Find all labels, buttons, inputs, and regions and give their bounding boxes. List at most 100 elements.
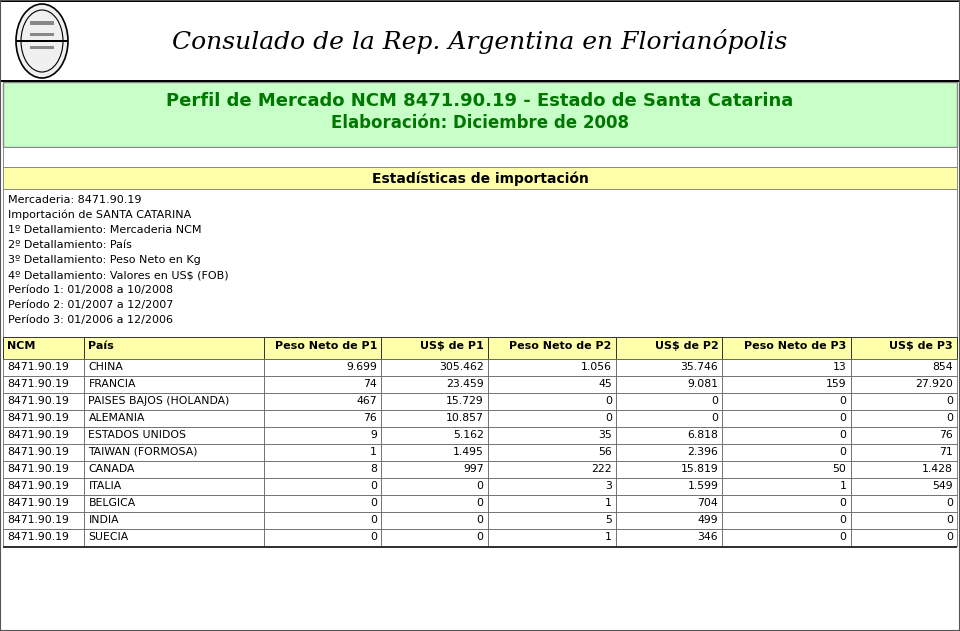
Text: 0: 0 xyxy=(371,515,377,525)
Bar xyxy=(615,393,722,410)
Bar xyxy=(3,393,84,410)
Text: 8: 8 xyxy=(371,464,377,474)
Bar xyxy=(488,529,615,546)
Bar xyxy=(381,461,488,478)
Bar xyxy=(381,376,488,393)
Text: 8471.90.19: 8471.90.19 xyxy=(7,430,69,440)
Bar xyxy=(615,427,722,444)
Bar xyxy=(722,478,851,495)
Text: 5.162: 5.162 xyxy=(453,430,484,440)
Bar xyxy=(851,359,957,376)
Text: 45: 45 xyxy=(598,379,612,389)
Bar xyxy=(84,410,264,427)
Text: 346: 346 xyxy=(698,532,718,542)
Bar xyxy=(722,337,851,359)
Text: 1º Detallamiento: Mercaderia NCM: 1º Detallamiento: Mercaderia NCM xyxy=(8,225,202,235)
Bar xyxy=(488,359,615,376)
Text: Elaboración: Diciembre de 2008: Elaboración: Diciembre de 2008 xyxy=(331,114,629,132)
Text: 0: 0 xyxy=(839,430,847,440)
Bar xyxy=(3,147,957,167)
Bar xyxy=(30,46,54,49)
Text: INDIA: INDIA xyxy=(88,515,119,525)
Bar xyxy=(488,512,615,529)
Text: US$ de P1: US$ de P1 xyxy=(420,341,484,351)
Bar xyxy=(615,478,722,495)
Bar xyxy=(264,359,381,376)
Text: 0: 0 xyxy=(711,396,718,406)
Text: Período 2: 01/2007 a 12/2007: Período 2: 01/2007 a 12/2007 xyxy=(8,300,174,310)
Text: 10.857: 10.857 xyxy=(445,413,484,423)
Bar xyxy=(381,410,488,427)
Bar xyxy=(488,376,615,393)
Bar xyxy=(381,495,488,512)
Bar xyxy=(381,337,488,359)
Bar xyxy=(3,167,957,189)
Bar xyxy=(3,427,84,444)
Bar xyxy=(851,512,957,529)
Bar xyxy=(3,461,84,478)
Bar xyxy=(3,82,957,147)
Text: 0: 0 xyxy=(476,498,484,508)
Text: Perfil de Mercado NCM 8471.90.19 - Estado de Santa Catarina: Perfil de Mercado NCM 8471.90.19 - Estad… xyxy=(166,92,794,110)
Bar xyxy=(3,376,84,393)
Bar xyxy=(488,461,615,478)
Text: 74: 74 xyxy=(364,379,377,389)
Text: 1.056: 1.056 xyxy=(581,362,612,372)
Text: 9.699: 9.699 xyxy=(347,362,377,372)
Bar xyxy=(851,427,957,444)
Text: 0: 0 xyxy=(839,532,847,542)
Text: 35: 35 xyxy=(598,430,612,440)
Bar xyxy=(381,427,488,444)
Text: 0: 0 xyxy=(946,396,953,406)
Text: ITALIA: ITALIA xyxy=(88,481,122,491)
Bar xyxy=(488,337,615,359)
Bar xyxy=(84,427,264,444)
Bar xyxy=(264,461,381,478)
Text: 8471.90.19: 8471.90.19 xyxy=(7,413,69,423)
Bar xyxy=(851,410,957,427)
Bar xyxy=(3,337,84,359)
Bar xyxy=(30,21,54,25)
Bar xyxy=(722,495,851,512)
Bar xyxy=(488,478,615,495)
Text: 15.819: 15.819 xyxy=(681,464,718,474)
Text: 0: 0 xyxy=(946,532,953,542)
Text: 76: 76 xyxy=(939,430,953,440)
Text: Importación de SANTA CATARINA: Importación de SANTA CATARINA xyxy=(8,210,191,220)
Bar xyxy=(381,529,488,546)
Bar xyxy=(264,427,381,444)
Bar xyxy=(3,410,84,427)
Bar xyxy=(851,393,957,410)
Text: BELGICA: BELGICA xyxy=(88,498,135,508)
Text: 8471.90.19: 8471.90.19 xyxy=(7,498,69,508)
Text: 0: 0 xyxy=(476,515,484,525)
Text: ALEMANIA: ALEMANIA xyxy=(88,413,145,423)
Bar xyxy=(84,337,264,359)
Bar xyxy=(615,461,722,478)
Bar xyxy=(722,359,851,376)
Bar xyxy=(264,393,381,410)
Bar xyxy=(722,427,851,444)
Text: 8471.90.19: 8471.90.19 xyxy=(7,464,69,474)
Text: US$ de P3: US$ de P3 xyxy=(889,341,953,351)
Text: 8471.90.19: 8471.90.19 xyxy=(7,515,69,525)
Bar xyxy=(3,546,957,548)
Bar xyxy=(488,444,615,461)
Text: 222: 222 xyxy=(591,464,612,474)
Text: 35.746: 35.746 xyxy=(681,362,718,372)
Text: 8471.90.19: 8471.90.19 xyxy=(7,396,69,406)
Bar xyxy=(264,529,381,546)
Bar xyxy=(84,461,264,478)
Text: 8471.90.19: 8471.90.19 xyxy=(7,362,69,372)
Text: 6.818: 6.818 xyxy=(687,430,718,440)
Bar xyxy=(615,337,722,359)
Bar xyxy=(722,512,851,529)
Bar xyxy=(0,0,960,2)
Bar xyxy=(615,529,722,546)
Text: US$ de P2: US$ de P2 xyxy=(655,341,718,351)
Bar xyxy=(615,512,722,529)
Bar xyxy=(615,495,722,512)
Text: 0: 0 xyxy=(371,498,377,508)
Text: 159: 159 xyxy=(826,379,847,389)
Text: 9: 9 xyxy=(371,430,377,440)
